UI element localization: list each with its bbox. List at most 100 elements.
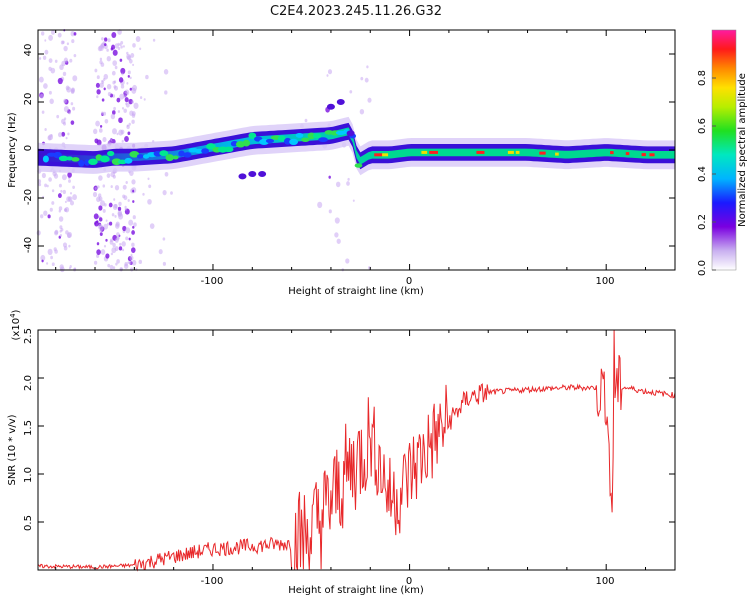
spectrogram-ridge-blob bbox=[318, 137, 328, 143]
spectrogram-ridge-blob bbox=[201, 148, 209, 154]
spectrogram-speckle bbox=[67, 132, 70, 136]
spectrogram-speckle bbox=[120, 84, 125, 89]
spectrogram-speckle bbox=[41, 110, 45, 114]
spectrogram-speckle bbox=[96, 196, 101, 203]
spectrogram-speckle bbox=[103, 223, 109, 230]
spectrogram-speckle bbox=[58, 206, 63, 211]
spectrogram-speckle bbox=[103, 87, 106, 91]
spectrogram-ridge-blob bbox=[159, 150, 169, 157]
spectrogram-ridge-peak bbox=[555, 152, 559, 156]
spectrogram-speckle bbox=[367, 97, 372, 103]
spectrogram-speckle bbox=[40, 214, 44, 219]
spectrogram-speckle bbox=[139, 96, 143, 100]
spectrogram-speckle bbox=[46, 184, 49, 188]
spectrogram-speckle bbox=[39, 93, 44, 99]
spectrogram-speckle bbox=[158, 249, 163, 255]
spectrogram-ridge bbox=[38, 99, 675, 180]
colorbar: 0.8 0.6 0.4 0.2 0.0 Normalized spectral … bbox=[697, 29, 748, 276]
spectrogram-speckle bbox=[70, 30, 75, 37]
spectrogram-speckle bbox=[334, 232, 339, 238]
spectrogram-speckle bbox=[112, 242, 116, 248]
spectrogram-speckle bbox=[128, 237, 131, 241]
spectrogram-ridge-blob bbox=[111, 158, 122, 166]
spectrogram-speckle bbox=[149, 223, 155, 230]
spectrogram-ridge-peak bbox=[476, 150, 485, 154]
spectrogram-speckle bbox=[107, 263, 111, 268]
spectrogram-speckle bbox=[57, 193, 62, 199]
spectrogram-ridge-blob bbox=[223, 146, 234, 153]
spectrogram-xtick-label: 0 bbox=[406, 276, 412, 287]
spectrogram-speckle bbox=[48, 134, 54, 141]
spectrogram-speckle bbox=[130, 52, 135, 58]
spectrogram-speckle bbox=[98, 128, 103, 133]
spectrogram-speckle bbox=[53, 173, 59, 179]
spectrogram-speckle bbox=[346, 181, 350, 186]
spectrogram-speckle bbox=[113, 85, 117, 89]
spectrogram-speckle bbox=[68, 179, 71, 183]
spectrogram-speckle bbox=[162, 261, 167, 266]
spectrogram-speckle bbox=[65, 136, 68, 140]
spectrogram-speckle bbox=[96, 254, 100, 258]
spectrogram-speckle bbox=[104, 43, 107, 47]
spectrogram-ridge-peak bbox=[374, 153, 383, 157]
spectrogram-speckle bbox=[118, 246, 123, 251]
spectrogram-speckle bbox=[131, 259, 137, 266]
spectrogram-speckle bbox=[106, 56, 111, 62]
spectrogram-ridge-blob bbox=[53, 151, 62, 159]
spectrogram-speckle bbox=[127, 55, 132, 61]
spectrogram-speckle bbox=[101, 37, 104, 41]
spectrogram-speckle bbox=[63, 57, 69, 63]
spectrogram-speckle bbox=[104, 37, 108, 42]
spectrogram-speckle bbox=[46, 262, 49, 265]
spectrogram-ytick-label: 0 bbox=[23, 145, 34, 151]
spectrogram-ridge-blob bbox=[326, 103, 335, 110]
spectrogram-speckle bbox=[135, 36, 141, 42]
spectrogram-speckle bbox=[98, 44, 104, 51]
colorbar-tick-label: 0.8 bbox=[697, 70, 708, 86]
spectrogram-speckle bbox=[69, 200, 75, 206]
spectrogram-speckle bbox=[63, 45, 68, 52]
spectrogram-ridge-blob bbox=[178, 150, 185, 157]
spectrogram-ridge-blob bbox=[295, 132, 304, 138]
spectrogram-speckle bbox=[131, 179, 136, 185]
spectrogram-speckle bbox=[58, 132, 63, 138]
spectrogram-speckle bbox=[115, 262, 118, 266]
spectrogram-speckle bbox=[147, 177, 150, 181]
spectrogram-speckle bbox=[317, 201, 323, 209]
spectrogram-speckle bbox=[131, 100, 134, 104]
spectrogram-speckle bbox=[98, 175, 103, 181]
spectrogram-ridge-blob bbox=[248, 171, 257, 177]
spectrogram-speckle bbox=[347, 177, 350, 181]
spectrogram-speckle bbox=[120, 40, 124, 45]
spectrogram-speckle bbox=[113, 80, 117, 84]
spectrogram-speckle bbox=[62, 189, 66, 195]
spectrogram-speckle bbox=[94, 186, 97, 190]
spectrogram-speckle bbox=[127, 70, 131, 75]
snr-multiplier-base: (x10 bbox=[11, 318, 22, 341]
spectrogram-speckle bbox=[117, 211, 123, 217]
spectrogram-speckle bbox=[99, 57, 103, 61]
spectrogram-speckle bbox=[99, 60, 103, 65]
spectrogram-speckle bbox=[104, 119, 109, 124]
spectrogram-speckle bbox=[119, 242, 122, 246]
spectrogram-speckle bbox=[54, 230, 59, 236]
spectrogram-speckle bbox=[103, 244, 107, 248]
spectrogram-speckle bbox=[37, 179, 42, 184]
spectrogram-speckle bbox=[116, 232, 120, 237]
spectrogram-speckle bbox=[93, 260, 98, 265]
spectrogram-speckle bbox=[48, 58, 53, 63]
spectrogram-speckle bbox=[105, 219, 108, 222]
snr-ytick-label: 0.5 bbox=[23, 515, 34, 531]
spectrogram-speckle bbox=[49, 207, 53, 212]
snr-xtick-label: 0 bbox=[406, 576, 412, 587]
spectrogram-speckle bbox=[117, 46, 121, 51]
spectrogram-speckle bbox=[116, 97, 121, 103]
spectrogram-speckle bbox=[95, 82, 100, 88]
spectrogram-speckle bbox=[106, 173, 111, 178]
spectrogram-speckle bbox=[111, 31, 117, 39]
spectrogram-speckle bbox=[62, 71, 67, 77]
spectrogram-speckle bbox=[126, 82, 129, 85]
spectrogram-speckle bbox=[48, 34, 53, 41]
spectrogram-speckle bbox=[102, 208, 106, 213]
spectrogram-speckle bbox=[98, 205, 103, 211]
